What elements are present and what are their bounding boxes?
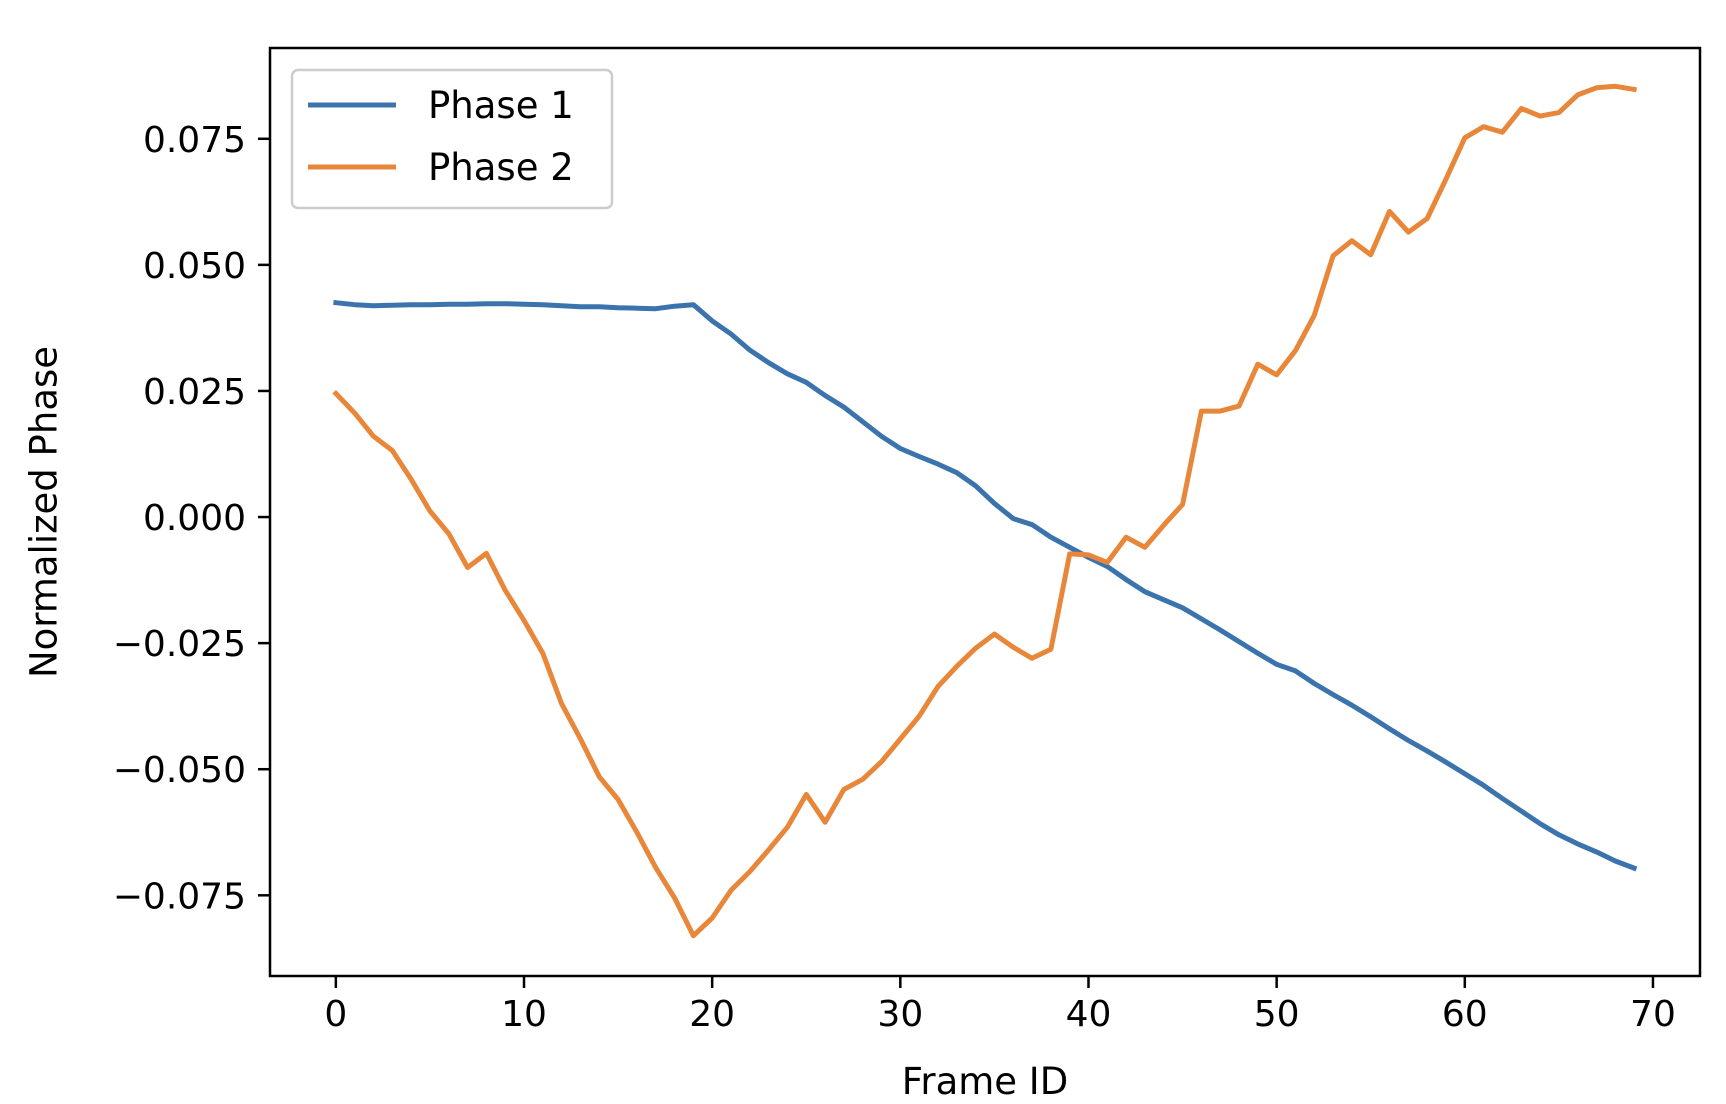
x-tick-label: 20 bbox=[689, 994, 735, 1035]
legend-label-phase-1: Phase 1 bbox=[428, 84, 574, 127]
legend: Phase 1 Phase 2 bbox=[290, 68, 614, 210]
y-tick-label: 0.000 bbox=[143, 498, 246, 539]
y-tick-label: 0.025 bbox=[143, 372, 246, 413]
series-layer bbox=[332, 83, 1638, 939]
x-tick-label: 30 bbox=[877, 994, 923, 1035]
y-axis-label: Normalized Phase bbox=[22, 346, 65, 678]
y-tick-label: 0.050 bbox=[143, 246, 246, 287]
y-tick-label: 0.075 bbox=[143, 120, 246, 161]
x-tick-label: 0 bbox=[324, 994, 347, 1035]
x-tick-label: 60 bbox=[1442, 994, 1488, 1035]
y-axis-ticks: 0.075 0.050 0.025 0.000 −0.025 −0.050 −0.075 bbox=[113, 120, 270, 917]
x-axis-ticks: 0 10 20 30 40 50 60 70 bbox=[324, 976, 1676, 1035]
series-line-1 bbox=[333, 299, 1638, 872]
y-tick-label: −0.075 bbox=[113, 876, 246, 917]
x-tick-label: 70 bbox=[1630, 994, 1676, 1035]
x-tick-label: 40 bbox=[1066, 994, 1112, 1035]
plot-frame bbox=[268, 46, 1702, 978]
y-tick-label: −0.025 bbox=[113, 624, 246, 665]
series-line-2 bbox=[332, 83, 1637, 939]
legend-label-phase-2: Phase 2 bbox=[428, 146, 574, 189]
x-axis-label: Frame ID bbox=[902, 1060, 1068, 1103]
x-tick-label: 50 bbox=[1254, 994, 1300, 1035]
x-tick-label: 10 bbox=[501, 994, 547, 1035]
y-tick-label: −0.050 bbox=[113, 750, 246, 791]
